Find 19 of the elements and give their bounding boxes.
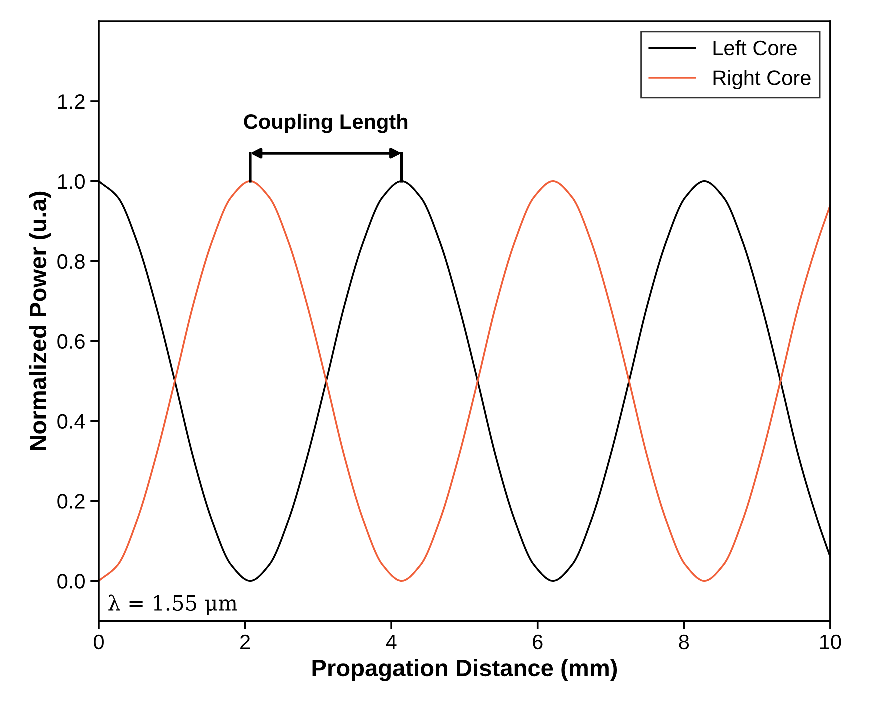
y-tick-label: 0.0 <box>58 574 85 589</box>
y-tick-label: 1.0 <box>58 174 85 190</box>
x-tick-label: 2 <box>240 634 250 650</box>
x-tick-label: 10 <box>820 634 842 650</box>
annotation: λ = 1.55 μm <box>108 594 238 616</box>
x-tick-label: 8 <box>679 634 690 650</box>
y-axis-title: Normalized Power (u.a) <box>29 192 52 450</box>
legend-label: Left Core <box>714 40 797 56</box>
y-tick-label: 1.2 <box>58 94 85 110</box>
y-tick-label: 0.2 <box>58 494 85 509</box>
legend-label: Right Core <box>714 70 811 90</box>
y-tick-label: 0.4 <box>58 414 86 429</box>
x-tick-label: 0 <box>94 634 104 650</box>
annotation: Coupling Length <box>244 114 408 134</box>
y-tick-label: 0.8 <box>58 254 85 270</box>
x-tick-label: 6 <box>533 634 543 650</box>
x-tick-label: 4 <box>386 635 397 650</box>
y-tick-label: 0.6 <box>58 334 85 350</box>
x-axis-title: Propagation Distance (mm) <box>312 659 618 682</box>
